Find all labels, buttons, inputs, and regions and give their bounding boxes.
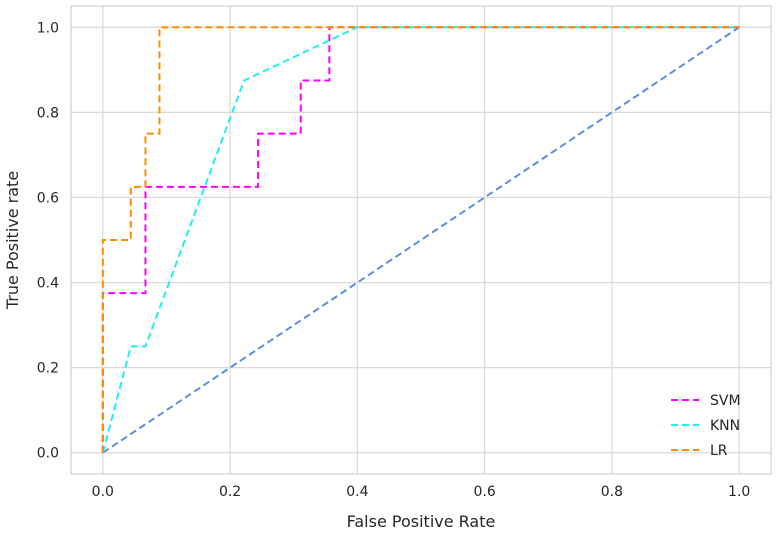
chance-diagonal-line <box>102 26 740 454</box>
x-axis-label: False Positive Rate <box>347 512 496 531</box>
series-line-lr <box>101 26 740 453</box>
y-axis-label: True Positive rate <box>3 171 22 310</box>
legend-label: SVM <box>710 393 741 409</box>
y-tick-label: 0.0 <box>37 446 59 462</box>
series-line-svm <box>101 26 740 453</box>
series-layer <box>101 26 740 454</box>
legend-label: KNN <box>710 418 740 434</box>
plot-area-frame <box>70 5 772 475</box>
x-tick-label: 0.0 <box>92 484 114 500</box>
legend: SVM KNN LR <box>671 393 741 459</box>
y-tick-label: 0.2 <box>37 361 59 377</box>
y-tick-label: 1.0 <box>37 20 59 36</box>
x-tick-label: 0.4 <box>346 484 368 500</box>
y-tick-label: 0.4 <box>37 276 59 292</box>
legend-label: LR <box>710 443 728 459</box>
x-tick-label: 0.8 <box>601 484 623 500</box>
x-tick-label: 0.6 <box>474 484 496 500</box>
y-tick-label: 0.8 <box>37 105 59 121</box>
x-tick-label: 0.2 <box>219 484 241 500</box>
y-tick-label: 0.6 <box>37 190 59 206</box>
x-tick-label: 1.0 <box>728 484 750 500</box>
tick-labels: 0.0 0.2 0.4 0.6 0.8 1.0 0.0 0.2 0.4 0.6 0.8 1.0 <box>37 20 751 500</box>
